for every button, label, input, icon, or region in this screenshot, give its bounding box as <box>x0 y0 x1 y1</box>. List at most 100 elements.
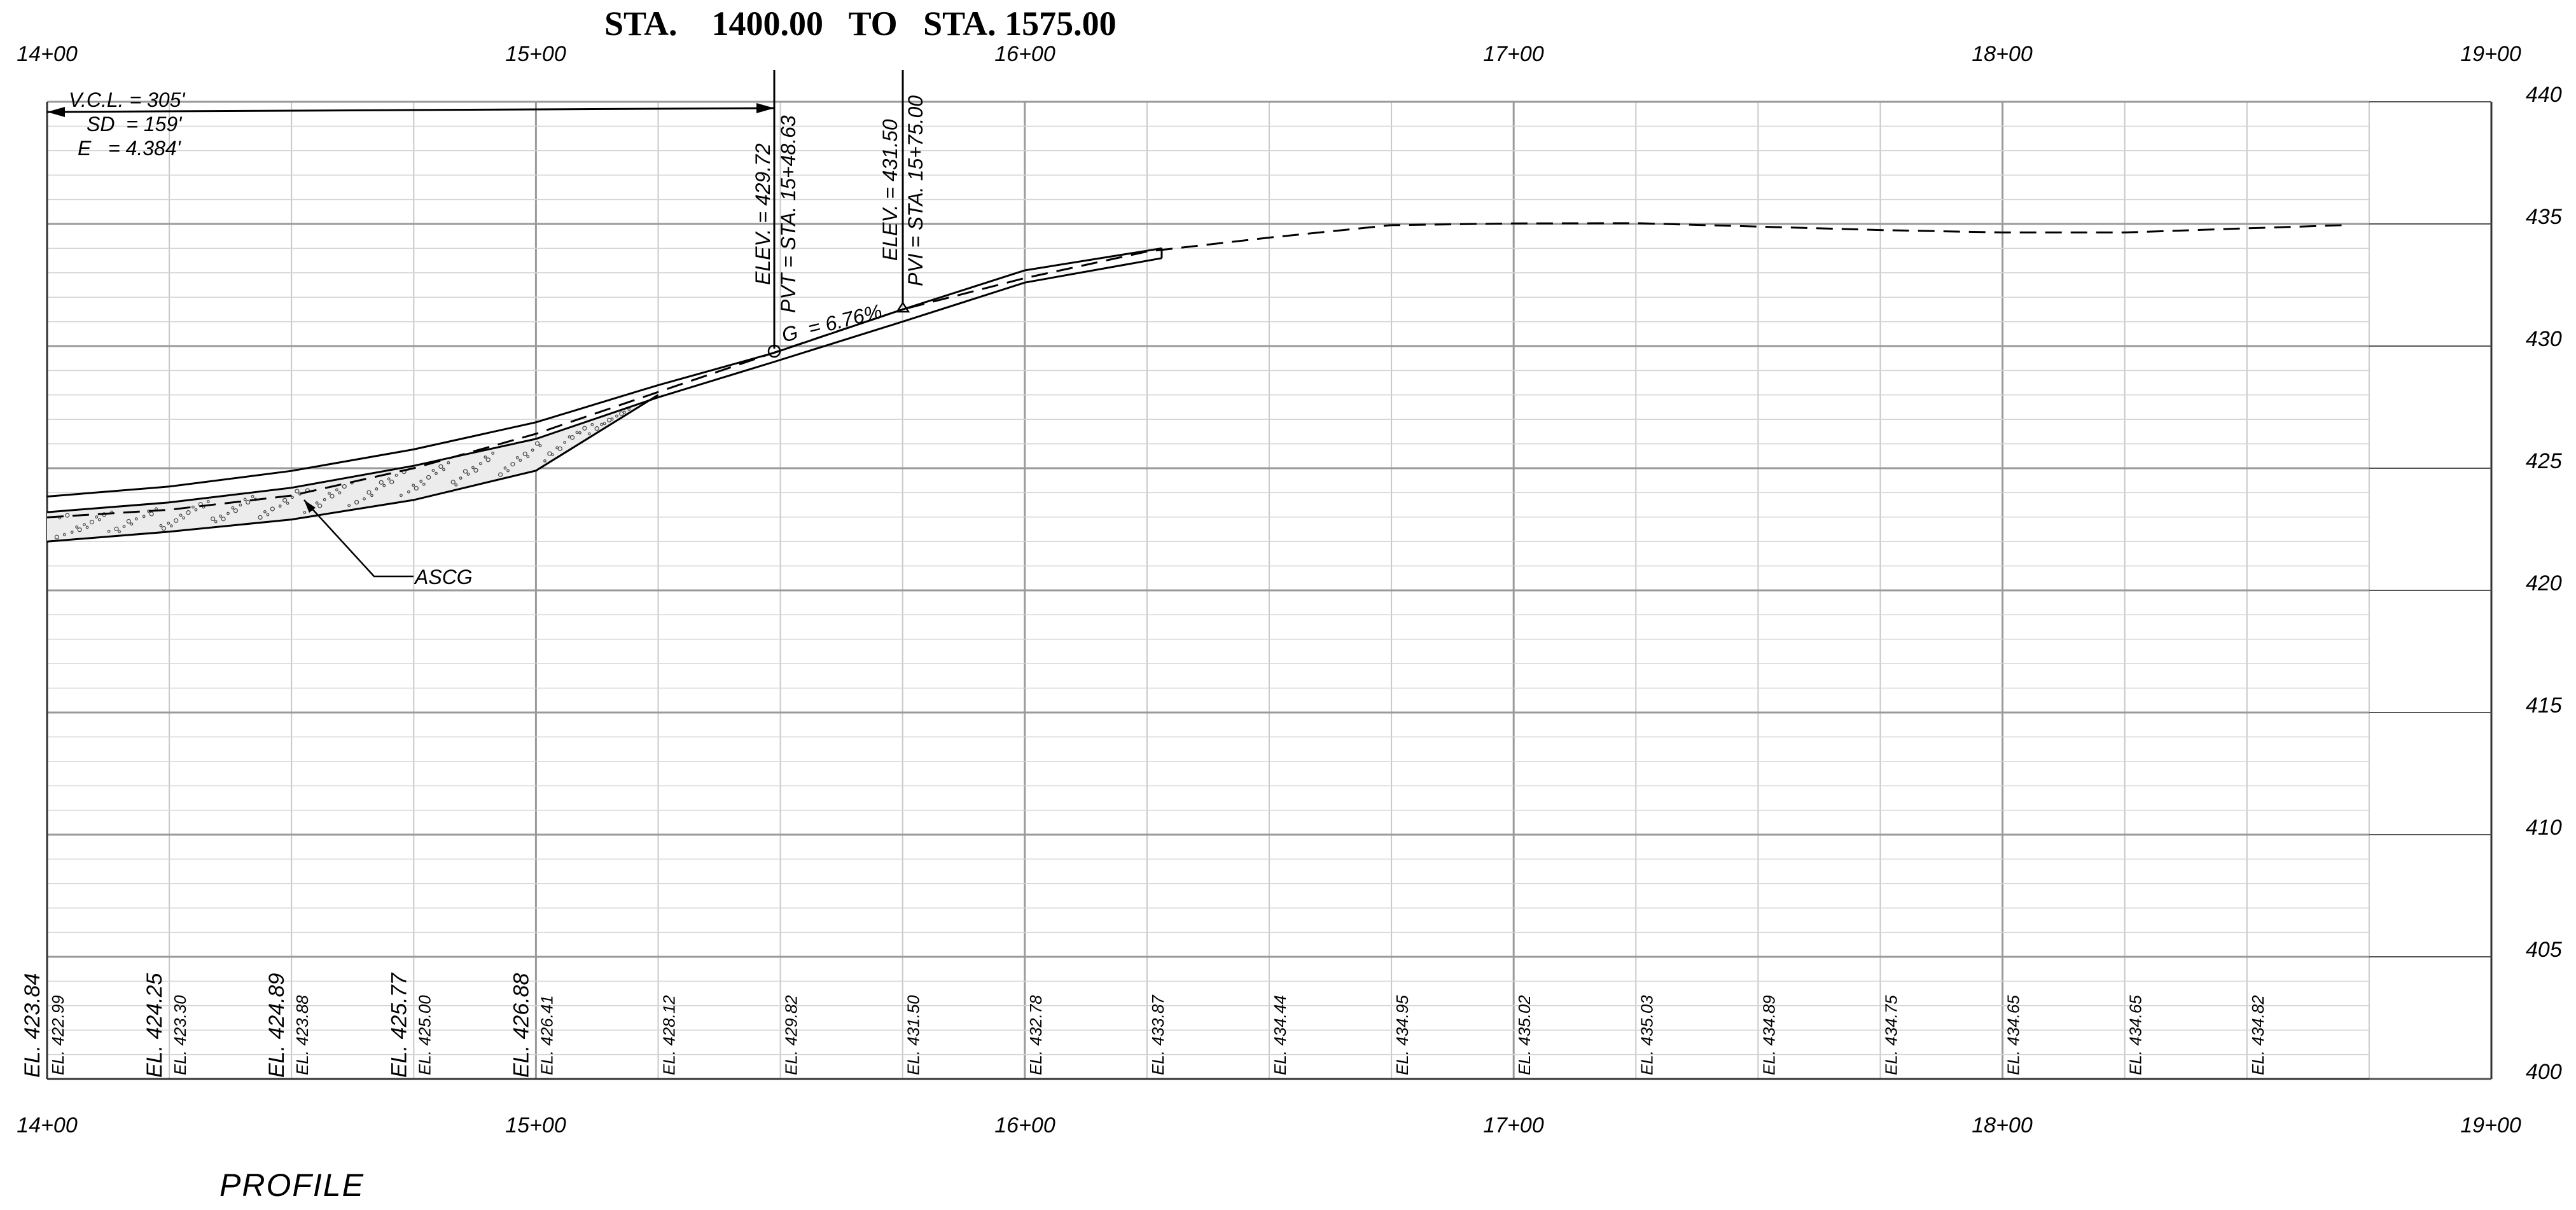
ascg-aggregate-dot <box>375 487 379 490</box>
ascg-aggregate-dot <box>266 513 270 517</box>
ascg-aggregate-dot <box>400 494 403 497</box>
existing-elevation-label: EL. 425.00 <box>415 995 434 1075</box>
station-label: 16+00 <box>994 1113 1055 1137</box>
existing-elevation-label: EL. 432.78 <box>1026 995 1045 1075</box>
ascg-aggregate-dot <box>89 520 95 525</box>
elevation-label: 405 <box>2526 938 2562 962</box>
ascg-aggregate-dot <box>619 411 624 416</box>
ascg-aggregate-dot <box>438 464 443 469</box>
ascg-aggregate-dot <box>303 511 307 514</box>
ascg-aggregate-dot <box>534 441 540 446</box>
e-text: E = 4.384' <box>78 137 182 160</box>
pvi-sta-text: PVI = STA. 15+75.00 <box>904 95 927 286</box>
ascg-aggregate-dot <box>186 510 191 515</box>
ascg-aggregate-dot <box>221 517 226 522</box>
ascg-aggregate-dot <box>366 490 372 495</box>
ascg-aggregate-dot <box>563 441 567 444</box>
ascg-aggregate-dot <box>231 506 235 510</box>
ascg-aggregate-dot <box>442 468 445 471</box>
ascg-aggregate-dot <box>126 518 131 524</box>
ascg-aggregate-dot <box>526 455 530 459</box>
ascg-aggregate-dot <box>422 482 426 486</box>
existing-elevation-label: EL. 426.41 <box>537 995 556 1075</box>
ascg-aggregate-dot <box>258 515 263 520</box>
station-label: 15+00 <box>505 1113 566 1137</box>
ascg-aggregate-dot <box>330 494 335 499</box>
elevation-label: 425 <box>2526 449 2562 473</box>
station-label: 16+00 <box>994 42 1055 66</box>
ascg-aggregate-dot <box>149 511 154 517</box>
design-elevation-label: EL. 426.88 <box>509 973 533 1078</box>
station-label: 18+00 <box>1972 1113 2033 1137</box>
ascg-aggregate-dot <box>77 527 82 532</box>
profile-caption: PROFILE <box>219 1167 365 1203</box>
ascg-aggregate-dot <box>435 471 438 475</box>
ascg-aggregate-dot <box>394 473 398 477</box>
ascg-aggregate-dot <box>211 516 216 522</box>
ascg-aggregate-dot <box>214 520 218 524</box>
ascg-aggregate-dot <box>191 505 195 509</box>
existing-elevation-label: EL. 422.99 <box>48 995 67 1075</box>
ascg-aggregate-dot <box>54 534 59 539</box>
ascg-aggregate-dot <box>226 511 230 515</box>
ascg-aggregate-dot <box>387 477 391 481</box>
station-label: 14+00 <box>17 1113 78 1137</box>
ascg-aggregate-dot <box>431 469 435 472</box>
ascg-aggregate-dot <box>278 504 282 508</box>
ascg-aggregate-dot <box>590 422 594 426</box>
ascg-aggregate-dot <box>506 469 510 473</box>
ascg-aggregate-dot <box>515 455 519 459</box>
ascg-aggregate-dot <box>484 455 487 459</box>
ascg-aggregate-dot <box>538 444 542 447</box>
ascg-aggregate-dot <box>62 532 66 536</box>
arrow-left-icon <box>47 107 65 117</box>
ascg-aggregate-dot <box>363 497 366 501</box>
ascg-aggregate-dot <box>130 522 134 526</box>
pvi-elev-text: ELEV. = 431.50 <box>879 119 902 261</box>
pvt-marker: ELEV. = 429.72 PVT = STA. 15+48.63 <box>751 70 800 358</box>
ascg-aggregate-dot <box>134 517 138 520</box>
ascg-aggregate-dot <box>142 515 146 518</box>
existing-elevation-label: EL. 433.87 <box>1148 994 1167 1075</box>
existing-elevation-label: EL. 434.44 <box>1271 995 1290 1075</box>
ascg-aggregate-dot <box>317 503 323 508</box>
ascg-aggregate-dot <box>550 453 554 457</box>
station-label: 17+00 <box>1483 1113 1544 1137</box>
ascg-aggregate-dot <box>419 480 423 483</box>
ascg-aggregate-dot <box>182 516 186 520</box>
pvi-triangle-icon <box>895 301 910 313</box>
vcl-text: V.C.L. = 305' <box>69 88 186 111</box>
existing-elevation-label: EL. 434.89 <box>1759 995 1778 1075</box>
ascg-bottom-line <box>46 394 659 543</box>
ascg-aggregate-dot <box>473 468 478 473</box>
ascg-aggregate-dot <box>478 462 482 466</box>
existing-elevation-label: EL. 434.75 <box>1882 995 1901 1075</box>
ascg-aggregate-dot <box>602 422 606 426</box>
ascg-aggregate-dot <box>600 422 603 426</box>
ascg-aggregate-dot <box>342 484 347 489</box>
sd-text: SD = 159' <box>87 113 183 136</box>
ascg-aggregate-dot <box>286 501 289 505</box>
ascg-aggregate-dot <box>174 518 179 523</box>
ascg-aggregate-dot <box>315 501 319 504</box>
design-bottom-line <box>46 257 1162 513</box>
ascg-aggregate-dot <box>194 508 198 511</box>
ascg-aggregate-dot <box>510 462 515 467</box>
ascg-aggregate-dot <box>282 497 288 503</box>
ascg-aggregate-dot <box>233 508 239 513</box>
ascg-aggregate-dot <box>219 514 222 518</box>
existing-ground-line <box>46 222 2345 518</box>
existing-elevation-label: EL. 434.65 <box>2004 995 2023 1075</box>
design-top-line <box>46 247 1162 497</box>
elevation-labels: 440 435 430 425 420 415 410 405 400 <box>2526 83 2562 1084</box>
ascg-aggregate-dot <box>471 466 475 469</box>
ascg-callout: ASCG <box>303 499 473 588</box>
ascg-aggregate-dot <box>122 525 126 528</box>
elevation-label: 420 <box>2526 571 2562 595</box>
ascg-aggregate-dot <box>594 426 599 431</box>
elevation-label: 430 <box>2526 327 2562 351</box>
station-label: 18+00 <box>1972 42 2033 66</box>
ascg-aggregate-dot <box>491 452 495 455</box>
ascg-aggregate-dot <box>263 510 267 513</box>
